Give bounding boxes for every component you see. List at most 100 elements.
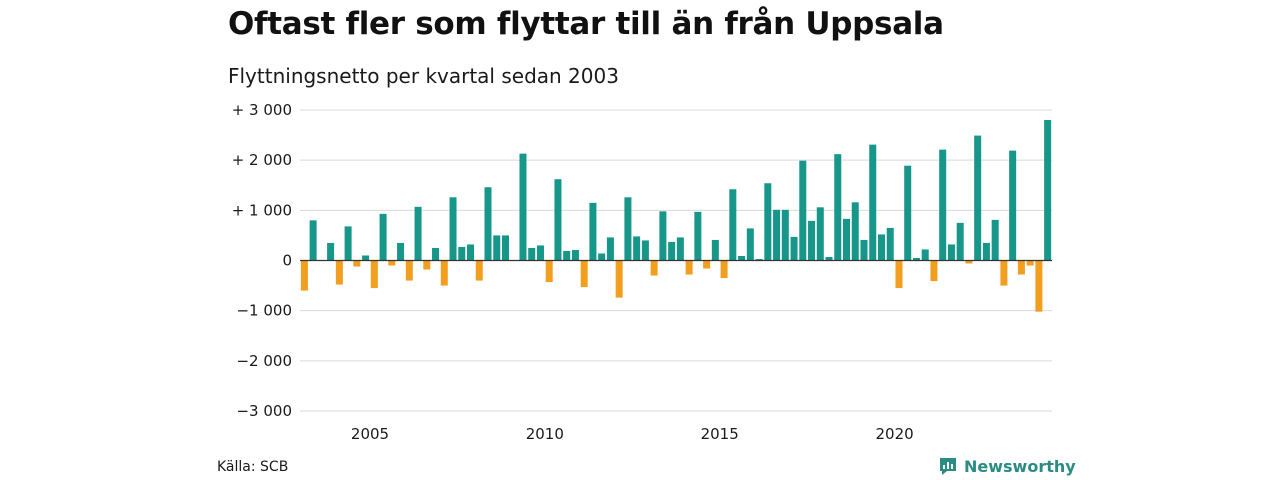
bar: [633, 236, 641, 261]
bar: [982, 242, 990, 261]
bar: [659, 211, 667, 261]
bar: [536, 245, 544, 261]
bar: [528, 247, 536, 261]
bar: [1000, 260, 1008, 286]
bar: [598, 253, 606, 261]
brand-logo: Newsworthy: [938, 456, 1076, 476]
bar: [755, 259, 763, 261]
bar: [519, 153, 527, 261]
bar: [947, 244, 955, 261]
bar: [641, 240, 649, 261]
bar: [790, 236, 798, 261]
bar: [685, 260, 693, 275]
bar: [563, 250, 571, 261]
y-tick-label: −2 000: [236, 352, 292, 370]
y-axis-ticks: + 3 000 + 2 000 + 1 000 0 −1 000 −2 000 −3 000: [232, 101, 292, 420]
bar: [886, 227, 894, 261]
bar: [309, 220, 317, 261]
y-tick-label: 0: [282, 252, 292, 270]
gridlines: [300, 109, 1052, 412]
bar: [327, 242, 335, 261]
bar: [493, 235, 501, 261]
bar: [956, 222, 964, 261]
bar: [825, 256, 833, 261]
bar: [895, 260, 903, 289]
bar: [300, 260, 308, 291]
bar: [388, 260, 396, 266]
newsworthy-logo-icon: [940, 458, 956, 475]
bar: [467, 244, 475, 261]
bar: [816, 207, 824, 261]
chart-title: Oftast fler som flyttar till än från Upp…: [228, 6, 944, 42]
bar: [676, 237, 684, 261]
bar-series: [300, 120, 1052, 312]
bar: [397, 242, 405, 261]
bar: [458, 246, 466, 261]
bar: [703, 260, 711, 269]
y-tick-label: + 1 000: [232, 201, 292, 219]
bar: [738, 255, 746, 261]
x-axis-ticks: 2005 2010 2015 2020: [351, 425, 914, 443]
bar: [615, 260, 623, 298]
bar: [974, 135, 982, 261]
bar: [370, 260, 378, 289]
bar: [1026, 260, 1034, 266]
bar: [746, 228, 754, 261]
bar: [353, 260, 361, 267]
bar: [869, 144, 877, 261]
bar: [475, 260, 483, 281]
bar: [449, 197, 457, 261]
bar: [335, 260, 343, 285]
bar: [939, 149, 947, 261]
chart-subtitle: Flyttningsnetto per kvartal sedan 2003: [228, 64, 619, 88]
x-tick-label: 2010: [526, 425, 564, 443]
bar: [545, 260, 553, 283]
x-tick-label: 2005: [351, 425, 389, 443]
bar: [921, 249, 929, 261]
bar: [440, 260, 448, 286]
bar: [362, 255, 370, 261]
bar: [668, 241, 676, 261]
bar: [991, 219, 999, 261]
y-tick-label: + 3 000: [232, 101, 292, 119]
bar: [606, 237, 614, 261]
bar: [860, 239, 868, 261]
bar: [773, 209, 781, 261]
bar: [414, 206, 422, 261]
bar: [965, 260, 973, 264]
bar: [589, 202, 597, 261]
brand-name: Newsworthy: [964, 456, 1076, 476]
bar: [834, 154, 842, 261]
bar: [1017, 260, 1025, 275]
bar: [484, 187, 492, 261]
bar: [650, 260, 658, 276]
bar: [432, 247, 440, 261]
bar: [729, 189, 737, 261]
bar: [912, 257, 920, 261]
bar: [694, 211, 702, 261]
bar: [877, 234, 885, 261]
bar: [501, 235, 509, 261]
y-tick-label: −1 000: [236, 302, 292, 320]
bar: [843, 218, 851, 261]
bar: [904, 165, 912, 261]
bar: [781, 209, 789, 261]
bar: [624, 197, 632, 261]
bar: [720, 260, 728, 279]
bar: [1035, 260, 1043, 312]
bar: [580, 260, 588, 288]
bar: [571, 249, 579, 261]
bar: [379, 213, 387, 261]
bar: [1044, 120, 1052, 261]
source-note: Källa: SCB: [217, 459, 289, 475]
bar: [344, 226, 352, 261]
bar: [851, 202, 859, 261]
bar: [423, 260, 431, 270]
y-tick-label: −3 000: [236, 402, 292, 420]
bar: [764, 183, 772, 261]
bar: [799, 160, 807, 261]
bar: [930, 260, 938, 282]
bar: [808, 220, 816, 261]
bar: [1009, 150, 1017, 261]
